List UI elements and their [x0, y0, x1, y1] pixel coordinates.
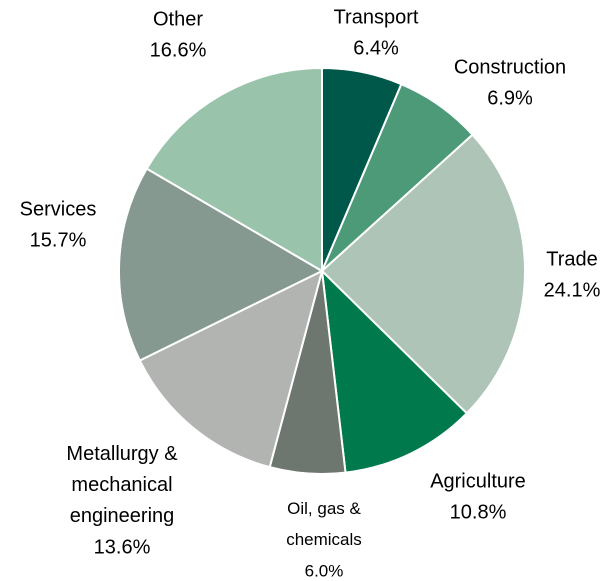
slice-label: Oil, gas & chemicals	[286, 499, 362, 549]
slice-label: Transport	[334, 6, 419, 28]
slice-label: Metallurgy & mechanical engineering	[66, 443, 178, 527]
slice-value-label: 24.1%	[544, 279, 601, 301]
slice-label: Services	[20, 198, 97, 220]
slice-label: Trade	[546, 248, 598, 270]
pie-slice	[320, 268, 469, 474]
pie-slice	[118, 167, 325, 362]
slice-value-label: 13.6%	[94, 536, 151, 558]
slice-label: Construction	[454, 56, 566, 78]
slice-value-label: 15.7%	[30, 229, 87, 251]
slice-label: Other	[153, 8, 203, 30]
slice-label: Agriculture	[430, 470, 526, 492]
pie-slice	[145, 66, 323, 273]
pie-slice	[138, 269, 324, 469]
slice-value-label: 16.6%	[150, 39, 207, 61]
slice-value-label: 10.8%	[450, 501, 507, 523]
slice-value-label: 6.4%	[353, 37, 399, 59]
slice-value-label: 6.9%	[487, 87, 533, 109]
slice-value-label: 6.0%	[305, 561, 344, 580]
pie-slice	[320, 133, 526, 415]
